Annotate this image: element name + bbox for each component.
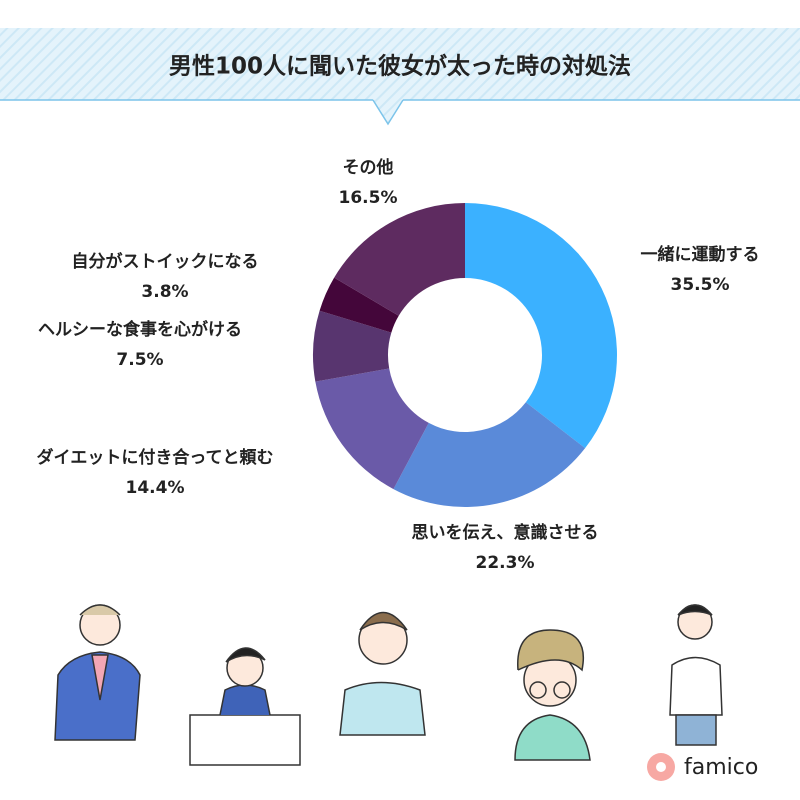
slice-label: 一緒に運動する: [641, 244, 760, 265]
donut-slice: [313, 310, 392, 382]
slice-label: ダイエットに付き合ってと頼む: [37, 447, 274, 468]
labels: 一緒に運動する 35.5% 思いを伝え、意識させる 22.3% ダイエットに付き合ってと…: [37, 157, 760, 573]
donut-slice: [465, 203, 617, 449]
logo-text: famico: [684, 755, 758, 780]
donut-slice: [319, 277, 399, 333]
slice-label: 自分がストイックになる: [72, 251, 259, 272]
slice-label: ヘルシーな食事を心がける: [38, 319, 242, 340]
value-label: 35.5%: [671, 275, 730, 295]
value-label: 3.8%: [141, 282, 188, 302]
value-label: 16.5%: [339, 188, 398, 208]
donut: [313, 203, 617, 507]
donut-slice: [315, 368, 429, 490]
value-label: 14.4%: [126, 478, 185, 498]
illustrations: [54, 604, 723, 766]
donut-slice: [393, 402, 586, 507]
donut-slice: [334, 203, 465, 316]
value-label: 22.3%: [476, 553, 535, 573]
value-label: 7.5%: [116, 350, 163, 370]
title-banner: [0, 28, 800, 126]
slice-label: その他: [343, 157, 394, 178]
logo: famico: [647, 753, 758, 781]
chart-title: 男性100人に聞いた彼女が太った時の対処法: [169, 53, 631, 80]
slice-label: 思いを伝え、意識させる: [412, 522, 599, 543]
